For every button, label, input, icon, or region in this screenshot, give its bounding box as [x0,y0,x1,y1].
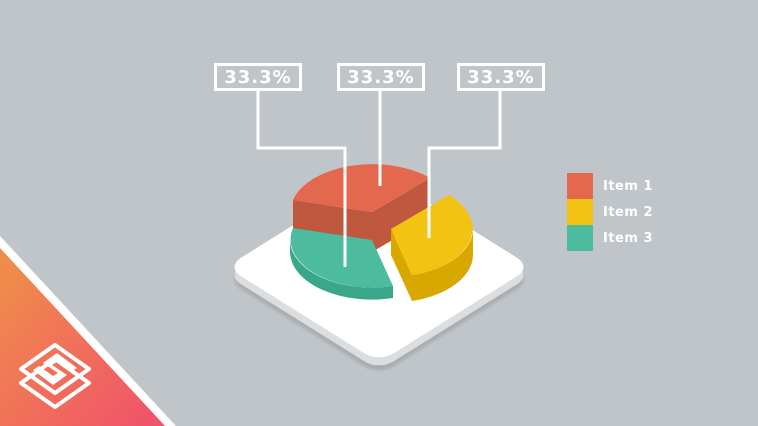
legend-swatch-item2 [567,199,593,225]
pie-slice-item3-rim [290,240,393,300]
pie-chart [290,164,473,301]
callout-box-item2: 33.3% [457,63,545,91]
logo-upper-layer [19,343,91,395]
corner-ribbon [0,236,176,426]
pie-slice-item2-side [391,229,412,301]
callout-lines [256,91,502,267]
legend-row: Item 1 [567,173,653,199]
callout-line-item3 [256,91,347,267]
legend-swatch-item1 [567,173,593,199]
pie-slice-item2-rim [412,229,473,301]
legend-label-item3: Item 3 [603,230,653,246]
callout-box-item1: 33.3% [337,63,425,91]
callout-value: 33.3% [347,66,415,88]
legend-row: Item 2 [567,199,653,225]
logo-lower-layer [19,357,91,409]
legend-swatch-item3 [567,225,593,251]
isometric-s-logo-icon [19,343,91,409]
logo-s-glyph [33,353,77,385]
callout-box-item3: 33.3% [214,63,302,91]
pie-slice-item2-top [391,195,473,275]
legend-row: Item 3 [567,225,653,251]
pie-slice-item1-top [293,164,430,212]
legend: Item 1 Item 2 Item 3 [567,173,653,251]
callout-value: 33.3% [467,66,535,88]
pie-slice-item1-side-right [372,178,430,252]
legend-label-item2: Item 2 [603,204,653,220]
legend-label-item1: Item 1 [603,178,653,194]
callout-line-item2 [427,91,502,238]
pie-slice-item3-top [290,228,393,288]
callout-value: 33.3% [224,66,292,88]
